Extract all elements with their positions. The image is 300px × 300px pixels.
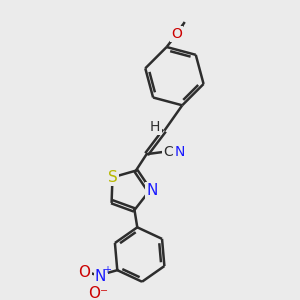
Text: +: + [103, 265, 111, 275]
Text: O: O [79, 265, 91, 280]
Text: N: N [175, 145, 185, 159]
Text: methoxy: methoxy [0, 299, 1, 300]
Text: H: H [150, 120, 160, 134]
Text: C: C [163, 145, 173, 159]
Text: O: O [171, 27, 182, 41]
Text: N: N [95, 269, 106, 284]
Text: O⁻: O⁻ [88, 286, 108, 300]
Text: N: N [146, 183, 158, 198]
Text: S: S [108, 170, 117, 185]
